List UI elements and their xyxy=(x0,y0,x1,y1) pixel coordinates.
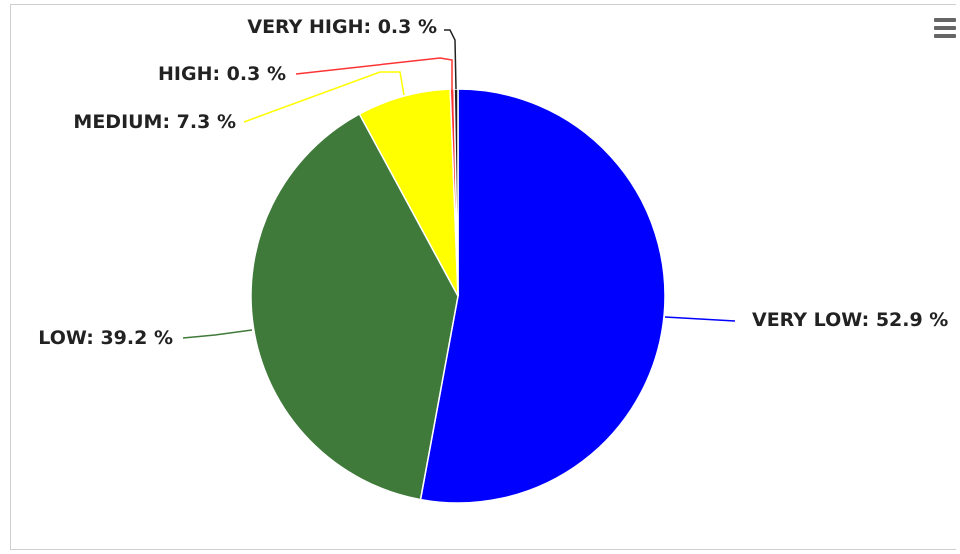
pie-slice-very-low[interactable] xyxy=(419,88,666,504)
data-label-low: LOW: 39.2 % xyxy=(38,327,173,349)
data-label-very-high: VERY HIGH: 0.3 % xyxy=(247,16,437,38)
pie-slice-very-high[interactable] xyxy=(453,88,459,297)
connector-low xyxy=(182,329,253,339)
pie-slice-low[interactable] xyxy=(250,112,459,501)
data-label-very-low: VERY LOW: 52.9 % xyxy=(752,309,948,331)
label-connectors xyxy=(182,29,736,339)
connector-very-low xyxy=(664,316,736,322)
connector-very-high xyxy=(444,29,457,90)
data-labels: VERY LOW: 52.9 % LOW: 39.2 % MEDIUM: 7.3 %… xyxy=(38,16,948,349)
hamburger-menu-icon[interactable] xyxy=(930,14,960,44)
data-label-high: HIGH: 0.3 % xyxy=(158,63,286,85)
pie-slices xyxy=(250,88,666,504)
connector-medium xyxy=(243,71,405,123)
connector-high xyxy=(295,57,453,90)
data-label-medium: MEDIUM: 7.3 % xyxy=(73,111,236,133)
